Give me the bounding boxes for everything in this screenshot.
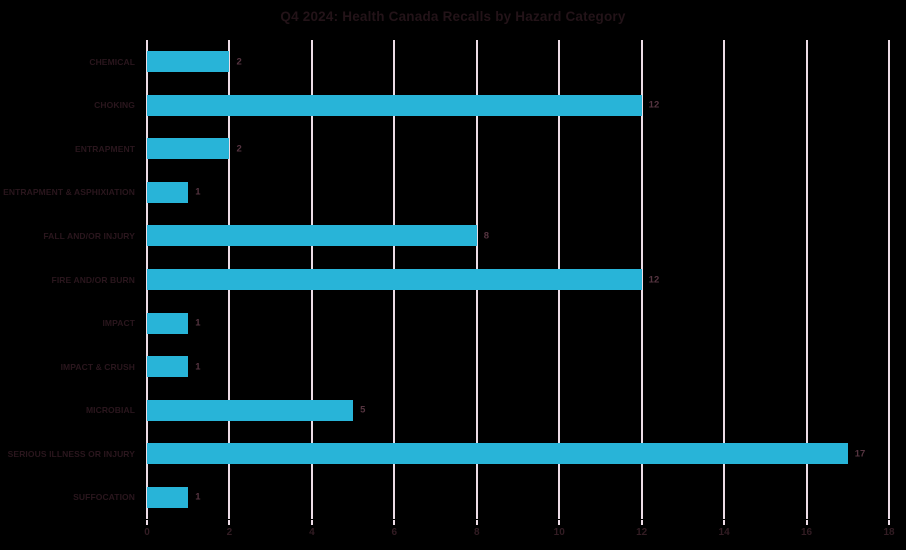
x-tick-label: 0 (144, 527, 150, 538)
x-tick-label: 4 (309, 527, 315, 538)
bar (147, 312, 189, 334)
bar (147, 486, 189, 508)
bar (147, 399, 354, 421)
bar-value-label: 2 (236, 56, 242, 68)
category-label: FALL AND/OR INJURY (43, 230, 135, 241)
category-label: IMPACT (102, 318, 135, 329)
category-label: ENTRAPMENT (74, 143, 135, 154)
category-label: CHEMICAL (89, 56, 135, 67)
bar (147, 138, 230, 160)
bar (147, 181, 189, 203)
category-label: CHOKING (94, 100, 135, 111)
bar-value-label: 12 (648, 99, 660, 111)
bar-value-label: 1 (195, 186, 201, 198)
bar-value-label: 1 (195, 491, 201, 503)
x-tick-mark (640, 520, 643, 525)
x-tick-label: 8 (473, 527, 480, 538)
x-tick-mark (475, 520, 478, 525)
bar (147, 356, 189, 378)
category-label: SUFFOCATION (73, 492, 135, 503)
bar-value-label: 5 (360, 404, 366, 416)
category-label: MICROBIAL (85, 405, 135, 416)
category-axis: CHEMICAL CHOKING ENTRAPMENT ENTRAPMENT & AS… (0, 40, 141, 519)
bar (147, 443, 848, 465)
x-tick-label: 14 (718, 527, 730, 538)
gridline (723, 40, 726, 519)
bar-value-label: 12 (648, 274, 660, 285)
bar-value-label: 2 (236, 143, 242, 155)
x-tick-label: 16 (800, 527, 813, 538)
bar (147, 225, 477, 247)
x-tick-mark (558, 520, 561, 525)
gridline (805, 40, 808, 519)
value-axis: 0 2 4 6 8 10 12 14 16 18 (144, 519, 895, 547)
x-tick-label: 18 (883, 527, 895, 538)
x-tick-label: 6 (391, 527, 398, 538)
x-tick-mark (393, 520, 396, 525)
category-label: IMPACT & CRUSH (60, 361, 135, 372)
plot-area: 2 12 2 1 8 12 1 1 5 17 1 (146, 40, 890, 519)
bar-value-label: 1 (195, 361, 201, 373)
chart-title: Q4 2024: Health Canada Recalls by Hazard… (280, 9, 626, 24)
bar (147, 51, 230, 73)
category-label: SERIOUS ILLNESS OR INJURY (7, 448, 135, 459)
category-label: ENTRAPMENT & ASPHIXIATION (3, 187, 135, 198)
x-tick-mark (805, 520, 808, 525)
x-tick-label: 10 (553, 527, 565, 538)
category-label: FIRE AND/OR BURN (51, 274, 135, 285)
x-tick-mark (310, 520, 313, 525)
x-tick-label: 12 (636, 527, 648, 538)
gridline (888, 40, 890, 519)
x-tick-mark (146, 520, 148, 525)
x-tick-mark (888, 520, 890, 525)
bar-value-label: 1 (195, 317, 201, 329)
bar-value-label: 8 (483, 230, 490, 242)
x-tick-mark (723, 520, 726, 525)
bar (147, 94, 642, 116)
gridline (640, 40, 643, 519)
x-tick-label: 2 (226, 527, 233, 538)
bar-value-label: 17 (854, 448, 866, 460)
x-tick-mark (228, 520, 231, 525)
bar (147, 269, 642, 290)
